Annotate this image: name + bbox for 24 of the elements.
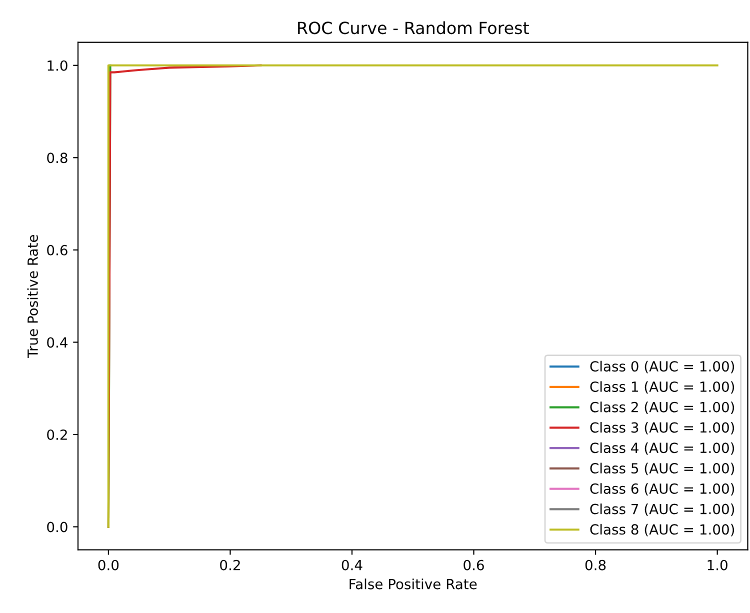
- legend-label: Class 1 (AUC = 1.00): [590, 381, 734, 394]
- legend-label: Class 4 (AUC = 1.00): [590, 442, 734, 455]
- legend-label: Class 0 (AUC = 1.00): [590, 360, 734, 374]
- x-tick-label: 0.0: [98, 560, 119, 570]
- y-tick-label: 0.4: [47, 337, 68, 348]
- x-axis-title: False Positive Rate: [350, 578, 477, 590]
- y-tick-label: 0.6: [47, 244, 68, 256]
- x-tick-label: 1.0: [708, 560, 728, 570]
- legend-label: Class 7 (AUC = 1.00): [590, 504, 734, 516]
- x-tick-label: 0.4: [342, 560, 362, 570]
- y-tick-label: 0.8: [47, 152, 68, 164]
- x-tick-label: 0.2: [220, 560, 240, 570]
- legend-label: Class 5 (AUC = 1.00): [590, 462, 734, 476]
- legend-label: Class 8 (AUC = 1.00): [590, 524, 734, 536]
- y-tick-label: 1.0: [48, 60, 68, 71]
- legend-label: Class 3 (AUC = 1.00): [590, 422, 734, 434]
- x-tick-label: 0.6: [464, 560, 484, 570]
- y-tick-label: 0.2: [47, 429, 67, 440]
- y-axis-title: True Positive Rate: [27, 234, 38, 358]
- y-tick-label: 0.0: [47, 522, 68, 532]
- legend-label: Class 6 (AUC = 1.00): [590, 483, 734, 496]
- chart-title: ROC Curve - Random Forest: [298, 21, 529, 34]
- x-tick-label: 0.8: [585, 560, 606, 570]
- legend-label: Class 2 (AUC = 1.00): [590, 402, 734, 414]
